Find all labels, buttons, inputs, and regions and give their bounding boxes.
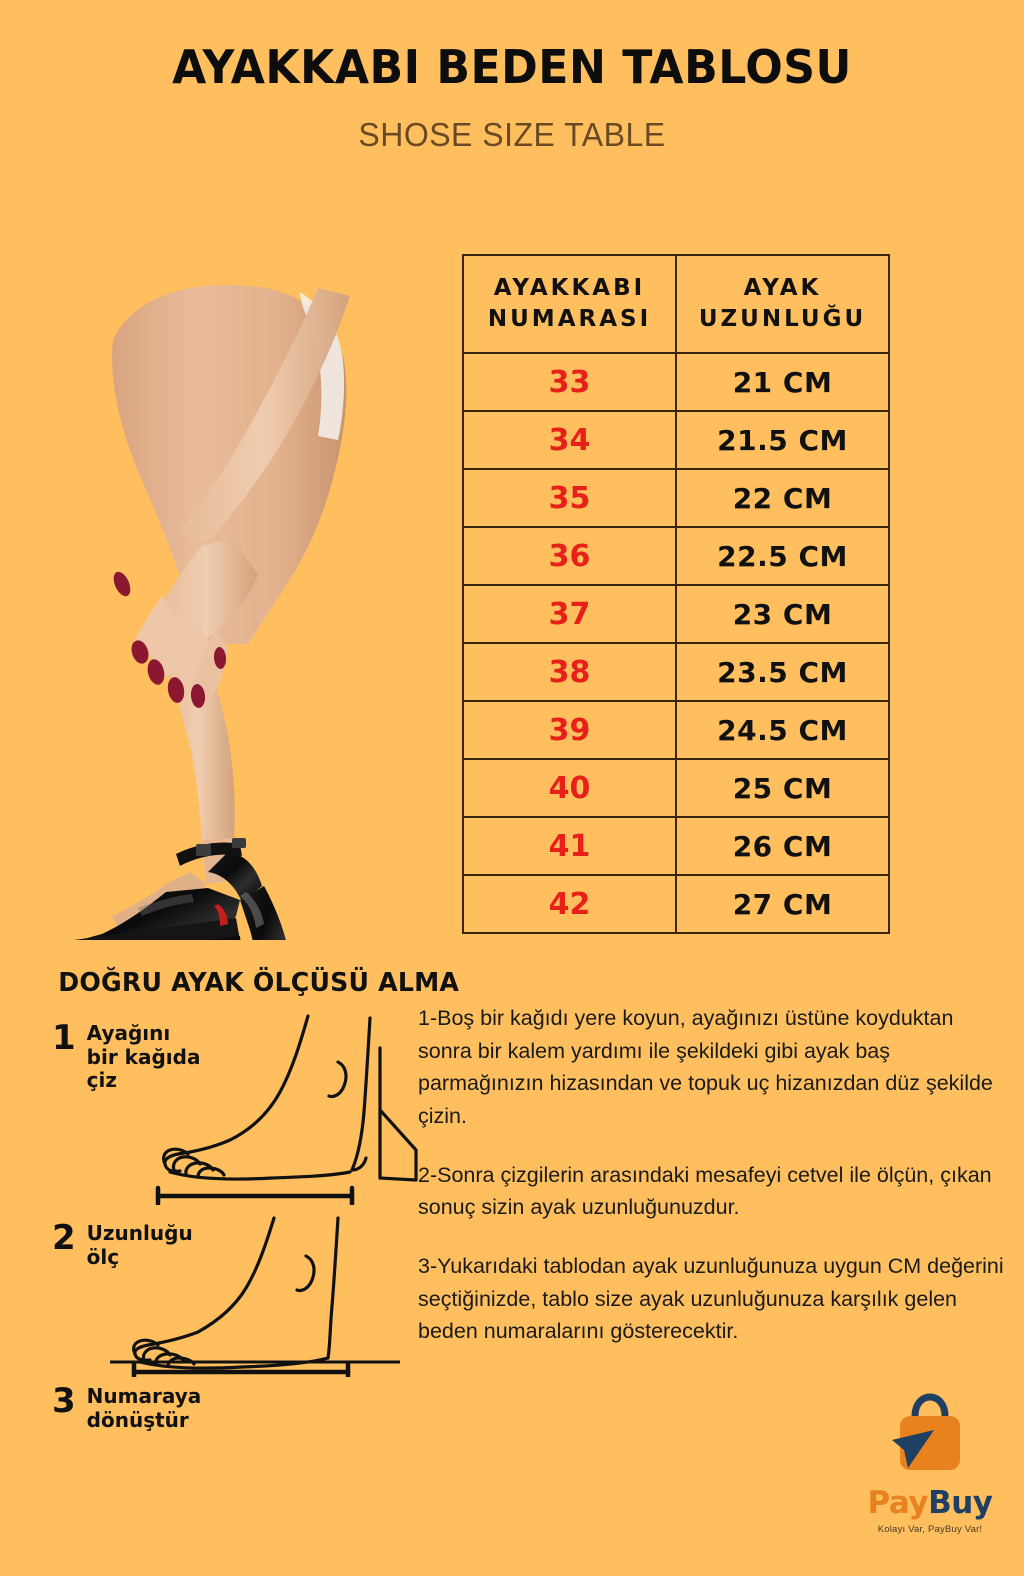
instruction-paragraph-3: 3-Yukarıdaki tablodan ayak uzunluğunuza … <box>418 1254 1004 1344</box>
foot-diagram-step1-icon <box>155 1014 418 1207</box>
shoe-gloss-vamp <box>138 894 194 916</box>
shopping-bag-icon <box>892 1393 960 1470</box>
shoe-size-table: AYAKKABI NUMARASI AYAK UZUNLUĞU 33 21 CM… <box>462 254 890 934</box>
step-number: 3 <box>52 1381 76 1421</box>
step-label: Numaraya dönüştür <box>86 1384 202 1432</box>
logo-text-pay: Pay <box>867 1485 929 1521</box>
table-row: 40 25 CM <box>462 758 890 818</box>
measure-section-heading: DOĞRU AYAK ÖLÇÜSÜ ALMA <box>58 968 460 998</box>
cell-shoe-size: 41 <box>462 816 677 876</box>
nail-polish-group <box>113 571 227 708</box>
table-body: 33 21 CM 34 21.5 CM 35 22 CM 36 22.5 CM … <box>462 352 890 934</box>
cell-shoe-size: 37 <box>462 584 677 644</box>
table-row: 38 23.5 CM <box>462 642 890 702</box>
model-leg-shoe-photo <box>50 240 410 940</box>
table-row: 37 23 CM <box>462 584 890 644</box>
table-row: 39 24.5 CM <box>462 700 890 760</box>
table-row: 42 27 CM <box>462 874 890 934</box>
foot-diagram-step2-icon <box>108 1216 402 1383</box>
table-row: 41 26 CM <box>462 816 890 876</box>
measure-step-1: 1 Ayağını bir kağıda çiz <box>52 1018 201 1093</box>
table-header-row: AYAKKABI NUMARASI AYAK UZUNLUĞU <box>462 254 890 354</box>
foot-outline-diagram <box>140 1000 430 1210</box>
cell-shoe-size: 36 <box>462 526 677 586</box>
table-row: 34 21.5 CM <box>462 410 890 470</box>
bag-handle-icon <box>911 1393 949 1420</box>
shoe-red-detail <box>214 904 228 926</box>
forearm-shape <box>178 288 350 546</box>
cell-foot-length: 21.5 CM <box>675 410 890 470</box>
cell-foot-length: 23 CM <box>675 584 890 644</box>
logo-tagline: Kolayı Var, PayBuy Var! <box>877 1524 983 1535</box>
column-header-foot-length: AYAK UZUNLUĞU <box>675 254 890 354</box>
step-label: Ayağını bir kağıda çiz <box>86 1021 201 1093</box>
page-subtitle: SHOSE SIZE TABLE <box>358 116 666 153</box>
step-number: 2 <box>52 1218 76 1258</box>
cell-shoe-size: 39 <box>462 700 677 760</box>
cell-foot-length: 24.5 CM <box>675 700 890 760</box>
logo-wordmark: PayBuy <box>855 1485 1005 1521</box>
cell-shoe-size: 33 <box>462 352 677 412</box>
cell-shoe-size: 42 <box>462 874 677 934</box>
cell-foot-length: 23.5 CM <box>675 642 890 702</box>
instructions-block: 1-Boş bir kağıdı yere koyun, ayağınızı ü… <box>418 1002 1008 1374</box>
shoe-back-counter <box>208 852 262 902</box>
cursor-arrow-icon <box>892 1430 934 1468</box>
cell-foot-length: 27 CM <box>675 874 890 934</box>
shoe-gloss-heel <box>240 892 264 928</box>
cell-foot-length: 21 CM <box>675 352 890 412</box>
table-row: 35 22 CM <box>462 468 890 528</box>
step-label: Uzunluğu ölç <box>86 1221 193 1269</box>
cell-foot-length: 25 CM <box>675 758 890 818</box>
measure-step-2: 2 Uzunluğu ölç <box>52 1218 193 1269</box>
strap-buckle-top <box>232 838 246 848</box>
cell-shoe-size: 35 <box>462 468 677 528</box>
page-title: AYAKKABI BEDEN TABLOSU <box>172 40 852 94</box>
logo-text-buy: Buy <box>928 1485 993 1521</box>
shoe-platform-upper <box>74 918 240 940</box>
instruction-paragraph-2: 2-Sonra çizgilerin arasındaki mesafeyi c… <box>418 1162 992 1220</box>
leg-shoe-illustration <box>74 284 350 940</box>
column-header-shoe-size: AYAKKABI NUMARASI <box>462 254 677 354</box>
shoe-platform-lower <box>209 936 241 940</box>
cell-foot-length: 22.5 CM <box>675 526 890 586</box>
cell-shoe-size: 40 <box>462 758 677 818</box>
strap-buckle <box>196 844 211 856</box>
foot-measure-diagram <box>108 1212 402 1383</box>
step-number: 1 <box>52 1018 76 1058</box>
measure-step-3: 3 Numaraya dönüştür <box>52 1381 202 1432</box>
cell-foot-length: 26 CM <box>675 816 890 876</box>
cell-foot-length: 22 CM <box>675 468 890 528</box>
instruction-paragraph-1: 1-Boş bir kağıdı yere koyun, ayağınızı ü… <box>418 1006 993 1129</box>
table-row: 36 22.5 CM <box>462 526 890 586</box>
paybuy-logo[interactable]: PayBuy Kolayı Var, PayBuy Var! <box>855 1392 1005 1535</box>
cell-shoe-size: 34 <box>462 410 677 470</box>
table-row: 33 21 CM <box>462 352 890 412</box>
cell-shoe-size: 38 <box>462 642 677 702</box>
